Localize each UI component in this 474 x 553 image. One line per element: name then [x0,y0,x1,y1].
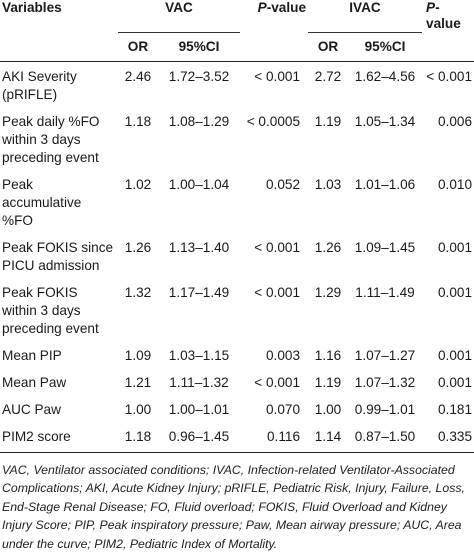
row-or-ivac: 1.14 [308,422,348,453]
row-or-vac: 1.26 [118,233,158,278]
header-blank [0,32,118,61]
row-or-vac: 1.09 [118,341,158,368]
row-or-vac: 1.00 [118,395,158,422]
row-or-vac: 1.18 [118,107,158,170]
row-variable: PIM2 score [0,422,118,453]
row-or-ivac: 1.03 [308,170,348,233]
row-p-vac: 0.052 [240,170,308,233]
header-or-ivac: OR [308,32,348,61]
row-p-ivac: 0.335 [422,422,474,453]
header-ci-ivac: 95%CI [348,32,422,61]
row-variable: Peak daily %FO within 3 days preceding e… [0,107,118,170]
row-or-ivac: 1.29 [308,278,348,341]
row-variable: Peak FOKIS since PICU admission [0,233,118,278]
table-row: Peak daily %FO within 3 days preceding e… [0,107,474,170]
row-or-vac: 1.02 [118,170,158,233]
row-ci-vac: 1.17–1.49 [158,278,240,341]
row-p-ivac: 0.181 [422,395,474,422]
header-variables: Variables [0,0,118,32]
row-or-ivac: 2.72 [308,61,348,107]
row-ci-vac: 1.00–1.01 [158,395,240,422]
row-p-ivac: < 0.001 [422,61,474,107]
row-or-ivac: 1.26 [308,233,348,278]
row-p-ivac: 0.001 [422,278,474,341]
header-blank [240,32,308,61]
row-or-ivac: 1.16 [308,341,348,368]
table-figure: Variables VAC P-value IVAC P-value OR 95… [0,0,474,495]
row-variable: AUC Paw [0,395,118,422]
p-italic: P [426,0,435,15]
row-ci-vac: 1.11–1.32 [158,368,240,395]
row-ci-ivac: 1.09–1.45 [348,233,422,278]
row-ci-ivac: 1.11–1.49 [348,278,422,341]
row-or-vac: 1.21 [118,368,158,395]
header-row-stats: OR 95%CI OR 95%CI [0,32,474,61]
header-blank [422,32,474,61]
row-ci-vac: 1.03–1.15 [158,341,240,368]
row-ci-vac: 1.00–1.04 [158,170,240,233]
row-ci-ivac: 1.07–1.32 [348,368,422,395]
row-or-vac: 2.46 [118,61,158,107]
row-or-ivac: 1.19 [308,107,348,170]
row-p-vac: < 0.0005 [240,107,308,170]
row-p-ivac: 0.010 [422,170,474,233]
header-or-vac: OR [118,32,158,61]
header-group-vac: VAC [118,0,240,32]
row-p-vac: 0.070 [240,395,308,422]
row-or-vac: 1.32 [118,278,158,341]
p-suffix: -value [267,0,306,15]
row-ci-ivac: 1.05–1.34 [348,107,422,170]
row-ci-vac: 1.13–1.40 [158,233,240,278]
row-ci-ivac: 1.01–1.06 [348,170,422,233]
header-group-ivac: IVAC [308,0,422,32]
row-ci-ivac: 1.07–1.27 [348,341,422,368]
row-or-vac: 1.18 [118,422,158,453]
row-p-ivac: 0.001 [422,233,474,278]
row-or-ivac: 1.19 [308,368,348,395]
header-p-value-ivac: P-value [422,0,474,32]
row-ci-vac: 1.72–3.52 [158,61,240,107]
row-ci-ivac: 0.87–1.50 [348,422,422,453]
header-ci-vac: 95%CI [158,32,240,61]
row-p-vac: < 0.001 [240,233,308,278]
row-p-vac: < 0.001 [240,368,308,395]
row-variable: Mean Paw [0,368,118,395]
row-p-ivac: 0.001 [422,341,474,368]
row-variable: Peak accumulative %FO [0,170,118,233]
row-p-vac: 0.116 [240,422,308,453]
row-p-ivac: 0.001 [422,368,474,395]
table-row: Peak FOKIS within 3 days preceding event… [0,278,474,341]
row-ci-ivac: 0.99–1.01 [348,395,422,422]
row-variable: Mean PIP [0,341,118,368]
header-row-groups: Variables VAC P-value IVAC P-value [0,0,474,32]
row-ci-vac: 0.96–1.45 [158,422,240,453]
row-p-vac: < 0.001 [240,61,308,107]
results-table: Variables VAC P-value IVAC P-value OR 95… [0,0,474,453]
row-p-ivac: 0.006 [422,107,474,170]
table-footnote: VAC, Ventilator associated conditions; I… [0,453,474,553]
header-p-value-vac: P-value [240,0,308,32]
row-p-vac: 0.003 [240,341,308,368]
p-italic: P [258,0,267,15]
row-p-vac: < 0.001 [240,278,308,341]
row-or-ivac: 1.00 [308,395,348,422]
row-ci-ivac: 1.62–4.56 [348,61,422,107]
row-ci-vac: 1.08–1.29 [158,107,240,170]
row-variable: Peak FOKIS within 3 days preceding event [0,278,118,341]
row-variable: AKI Severity (pRIFLE) [0,61,118,107]
